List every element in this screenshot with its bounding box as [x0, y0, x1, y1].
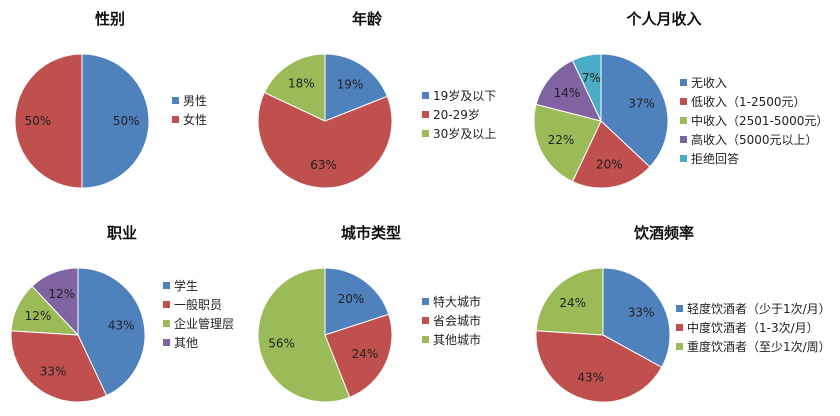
legend-label: 其他城市 [433, 332, 481, 347]
pie-slice [81, 53, 150, 189]
legend-label: 省会城市 [433, 313, 481, 328]
legend-swatch [676, 324, 683, 331]
slice-percent-label: 33% [628, 306, 655, 320]
legend-label: 中度饮酒者（1-3次/月） [687, 320, 819, 335]
chart-title: 性别 [95, 10, 125, 28]
pie-slice [535, 59, 602, 122]
slice-percent-label: 37% [628, 96, 655, 110]
slice-percent-label: 33% [40, 365, 67, 379]
slice-percent-label: 50% [24, 114, 51, 128]
legend-label: 19岁及以下 [433, 88, 496, 103]
pie-slice [533, 103, 602, 183]
legend-swatch [680, 79, 687, 86]
legend-swatch [680, 155, 687, 162]
legend-swatch [422, 92, 429, 99]
slice-percent-label: 24% [559, 296, 586, 310]
pie-slice [571, 120, 651, 189]
chart-title: 城市类型 [341, 224, 401, 242]
slice-percent-label: 24% [352, 347, 379, 361]
slice-percent-label: 56% [268, 336, 295, 350]
legend-swatch [163, 282, 170, 289]
legend-swatch [422, 130, 429, 137]
legend-label: 高收入（5000元以上） [691, 132, 818, 147]
pie-slice [571, 53, 602, 122]
slice-percent-label: 19% [337, 77, 364, 91]
chart-title: 职业 [107, 224, 137, 242]
legend-swatch [422, 111, 429, 118]
legend-swatch [163, 301, 170, 308]
legend-label: 企业管理层 [174, 316, 234, 331]
legend-label: 一般职员 [174, 297, 222, 312]
pie-slice [77, 267, 146, 397]
pie-slice [263, 53, 326, 122]
slice-percent-label: 43% [577, 371, 604, 385]
pie-slice [535, 330, 663, 403]
pie-slice [14, 53, 83, 189]
legend-swatch [676, 343, 683, 350]
pie-slice [535, 267, 604, 336]
legend-label: 轻度饮酒者（少于1次/月） [687, 301, 831, 316]
legend-label: 学生 [174, 278, 198, 293]
chart-title: 饮酒频率 [633, 224, 694, 242]
slice-percent-label: 7% [582, 71, 601, 85]
legend-label: 男性 [183, 94, 207, 108]
legend-swatch [163, 339, 170, 346]
slice-percent-label: 43% [108, 318, 135, 332]
legend-label: 20-29岁 [433, 107, 480, 122]
legend-swatch [172, 97, 179, 104]
legend-label: 中收入（2501-5000元） [691, 113, 828, 128]
chart-title: 个人月收入 [625, 10, 701, 28]
pie-slice [324, 53, 388, 122]
legend-swatch [163, 320, 170, 327]
pie-slice [324, 267, 390, 336]
legend-label: 无收入 [691, 76, 727, 90]
slice-percent-label: 12% [48, 287, 75, 301]
legend-label: 拒绝回答 [691, 151, 739, 166]
legend-swatch [422, 298, 429, 305]
legend-swatch [676, 305, 683, 312]
legend-swatch [680, 117, 687, 124]
chart-panel-age: 年龄 19% 63% 18% 19岁及以下 20-29岁 30岁及以上 [257, 10, 496, 189]
slice-percent-label: 20% [596, 157, 623, 171]
chart-panel-drinking-frequency: 饮酒频率 33% 43% 24% 轻度饮酒者（少于1次/月） 中度饮酒者（1-3次/月） 重… [535, 224, 831, 403]
pie-slice [10, 330, 108, 403]
pie-slice [602, 267, 671, 368]
legend-label: 低收入（1-2500元） [691, 95, 806, 109]
legend-label: 重度饮酒者（至少1次/周） [687, 339, 831, 354]
slice-percent-label: 22% [548, 133, 575, 147]
slice-percent-label: 20% [338, 292, 365, 306]
legend-swatch [422, 336, 429, 343]
legend-swatch [680, 136, 687, 143]
slice-percent-label: 12% [25, 309, 52, 323]
legend-label: 其他 [174, 336, 198, 350]
pie-slice [31, 267, 79, 337]
slice-percent-label: 50% [113, 114, 140, 128]
legend-swatch [172, 116, 179, 123]
slice-percent-label: 18% [288, 77, 315, 91]
legend-label: 女性 [183, 112, 207, 127]
chart-title: 年龄 [352, 10, 383, 28]
pie-slice [257, 267, 351, 403]
slice-percent-label: 14% [554, 86, 581, 100]
slice-percent-label: 63% [310, 158, 337, 172]
legend-label: 30岁及以上 [433, 126, 496, 141]
legend-label: 特大城市 [433, 294, 481, 309]
legend-swatch [680, 98, 687, 105]
legend-swatch [422, 317, 429, 324]
pie-slice [257, 91, 393, 189]
pie-slice [600, 53, 669, 168]
